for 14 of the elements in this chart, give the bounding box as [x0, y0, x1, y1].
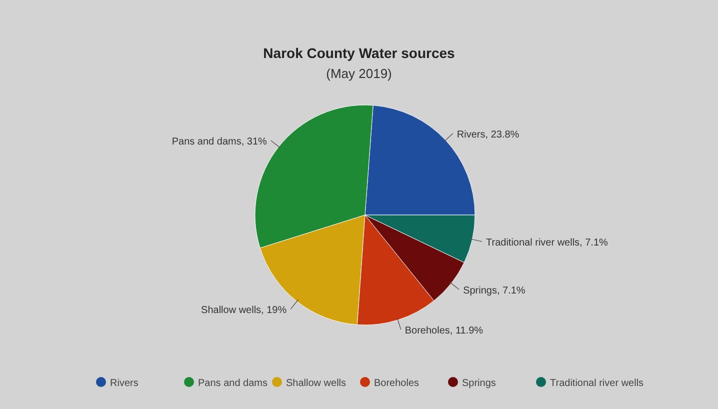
chart-subtitle: (May 2019) [326, 66, 392, 81]
legend-label: Boreholes [374, 378, 420, 389]
data-label: Boreholes, 11.9% [404, 326, 484, 337]
data-label: Pans and dams, 31% [172, 136, 268, 148]
legend-label: Shallow wells [286, 378, 346, 389]
chart-title: Narok County Water sources [263, 45, 456, 61]
legend-label: Rivers [110, 378, 138, 389]
legend-label: Pans and dams [198, 378, 268, 389]
legend-label: Traditional river wells [550, 378, 644, 389]
legend-label: Springs [462, 378, 496, 389]
data-label: Shallow wells, 19% [201, 305, 287, 316]
data-label: Rivers, 23.8% [456, 129, 520, 140]
data-label: Traditional river wells, 7.1% [486, 238, 608, 249]
data-label: Springs, 7.1% [463, 286, 526, 296]
